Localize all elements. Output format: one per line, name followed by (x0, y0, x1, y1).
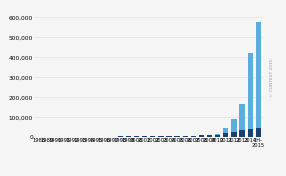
Bar (118, 136, 123, 137)
Bar (215, 135, 220, 137)
Bar (166, 136, 172, 137)
Bar (174, 136, 180, 137)
Bar (231, 132, 237, 137)
Bar (126, 136, 131, 137)
Bar (191, 136, 196, 137)
Bar (182, 136, 188, 137)
Bar (231, 119, 237, 132)
Bar (247, 53, 253, 129)
Bar (134, 136, 139, 137)
Bar (150, 136, 155, 137)
Bar (223, 128, 229, 133)
Bar (239, 130, 245, 137)
Bar (256, 22, 261, 128)
Text: © CONTEXT 2015: © CONTEXT 2015 (270, 58, 274, 97)
Bar (199, 135, 204, 137)
Bar (256, 128, 261, 137)
Bar (247, 129, 253, 137)
Bar (158, 136, 164, 137)
Bar (207, 135, 212, 137)
Bar (223, 133, 229, 137)
Bar (239, 104, 245, 130)
Bar (215, 134, 220, 135)
Bar (142, 136, 147, 137)
